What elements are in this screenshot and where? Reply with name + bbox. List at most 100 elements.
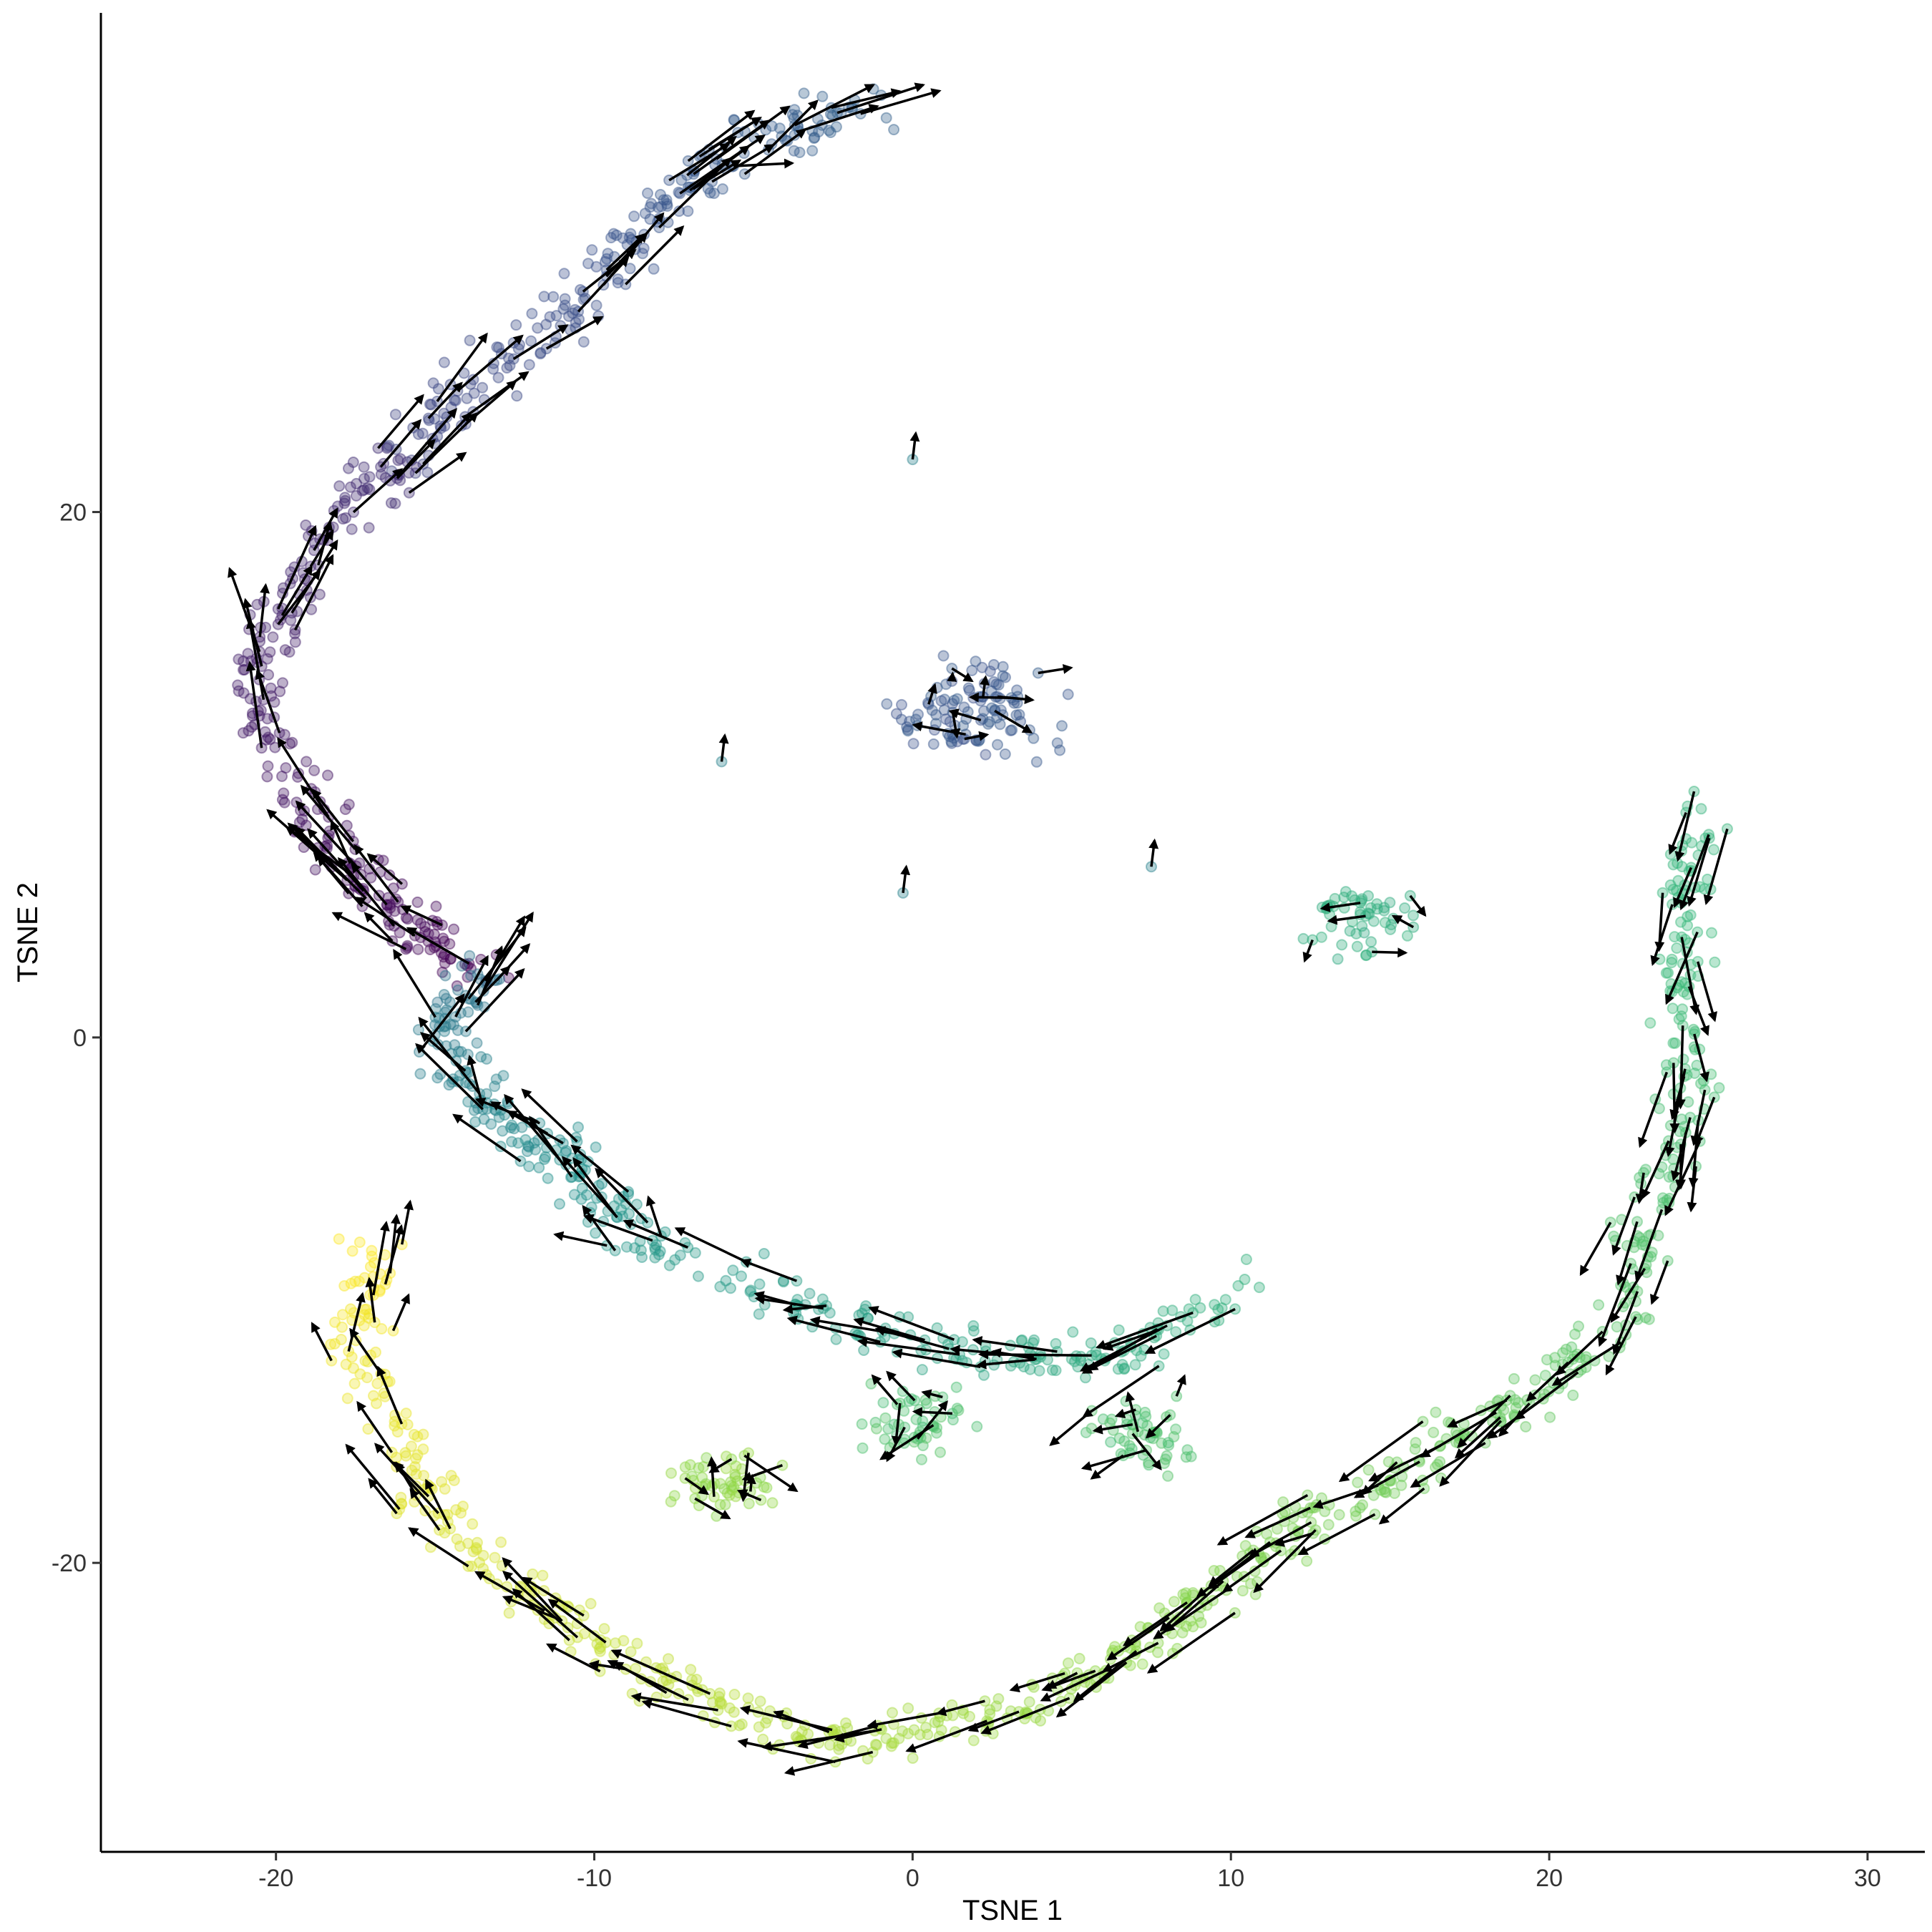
data-point: [1168, 1596, 1180, 1608]
velocity-arrow: [553, 1231, 608, 1247]
data-point: [445, 1470, 457, 1482]
velocity-arrow: [900, 864, 911, 894]
velocity-arrow: [1102, 1328, 1159, 1351]
data-point: [663, 1653, 674, 1665]
data-point: [354, 1368, 366, 1380]
data-point: [882, 1423, 894, 1435]
data-point: [489, 1080, 501, 1093]
velocity-arrow: [352, 468, 404, 514]
data-point: [444, 938, 456, 950]
velocity-arrow: [980, 1697, 1070, 1735]
data-point: [419, 921, 431, 933]
data-point: [501, 362, 513, 374]
data-point: [232, 679, 244, 691]
data-point: [951, 1402, 963, 1415]
data-point: [914, 1729, 926, 1741]
data-point: [654, 1245, 666, 1257]
velocity-arrow: [623, 1219, 688, 1249]
velocity-arrow: [784, 1750, 874, 1776]
velocity-arrow: [376, 1365, 404, 1425]
data-point: [530, 1143, 542, 1156]
data-point: [452, 1024, 464, 1036]
data-point: [668, 1490, 680, 1502]
velocity-arrow: [686, 135, 737, 177]
data-point: [510, 319, 522, 331]
data-point: [1209, 1299, 1221, 1311]
data-point: [399, 1447, 411, 1459]
data-point: [540, 318, 552, 331]
data-point: [673, 205, 686, 218]
data-point: [697, 1460, 709, 1473]
data-point: [1152, 1646, 1163, 1659]
data-point: [489, 1551, 501, 1563]
data-point: [417, 1428, 429, 1440]
data-point: [1430, 1406, 1442, 1418]
data-point: [624, 263, 636, 275]
data-point: [952, 1405, 965, 1416]
data-point: [645, 197, 658, 210]
data-point: [381, 442, 393, 454]
data-point: [1232, 1279, 1244, 1292]
data-point: [753, 1721, 765, 1733]
velocity-arrow: [694, 1497, 731, 1520]
velocity-arrow: [561, 1156, 618, 1219]
data-point: [401, 913, 414, 925]
data-point: [284, 738, 296, 750]
velocity-arrow: [365, 1277, 376, 1323]
velocity-arrow: [1353, 1460, 1420, 1498]
data-point: [957, 1707, 970, 1719]
velocity-arrow: [1680, 937, 1700, 1015]
data-point: [1340, 886, 1352, 898]
data-point: [1163, 1439, 1175, 1451]
data-point: [728, 1706, 740, 1718]
velocity-arrow: [317, 856, 350, 894]
data-point: [940, 678, 952, 691]
data-point: [1351, 940, 1363, 952]
data-point: [860, 1300, 872, 1312]
data-point: [1385, 923, 1397, 935]
data-point: [368, 1390, 379, 1402]
data-point: [833, 1740, 845, 1752]
data-point: [916, 1453, 927, 1465]
velocity-arrow: [1327, 914, 1366, 925]
data-point: [336, 1321, 348, 1333]
velocity-arrow: [921, 1389, 943, 1400]
data-point: [956, 1336, 968, 1348]
velocity-arrow: [1669, 1063, 1680, 1134]
data-point: [1566, 1341, 1578, 1353]
data-point: [333, 1233, 345, 1245]
velocity-arrow: [1391, 914, 1415, 929]
data-point: [437, 951, 449, 963]
velocity-arrow: [502, 1595, 556, 1619]
data-point: [361, 482, 374, 494]
data-point: [716, 1698, 728, 1710]
velocity-arrow: [1378, 1487, 1425, 1525]
data-point: [1379, 1486, 1391, 1498]
data-point: [716, 183, 728, 195]
data-point: [686, 1470, 698, 1483]
velocity-arrow: [997, 694, 1035, 705]
data-point: [376, 1323, 388, 1335]
data-point: [931, 1422, 943, 1434]
data-point: [725, 1476, 737, 1488]
data-point: [1706, 927, 1717, 939]
data-point: [661, 200, 673, 212]
data-point: [824, 127, 836, 138]
data-point: [1277, 1496, 1289, 1508]
data-point: [322, 769, 333, 781]
data-point: [1134, 1621, 1146, 1633]
velocity-arrow: [1368, 1444, 1441, 1482]
data-point: [346, 1245, 358, 1257]
data-point: [245, 721, 258, 733]
data-point: [462, 1537, 474, 1549]
data-point: [439, 957, 451, 970]
data-point: [871, 1423, 882, 1435]
data-point: [967, 1319, 980, 1332]
data-point: [1161, 1450, 1173, 1462]
data-point: [830, 1333, 842, 1345]
data-point: [468, 1104, 480, 1116]
data-point: [562, 310, 575, 322]
data-point: [1611, 1321, 1623, 1333]
data-point: [343, 799, 355, 811]
data-point: [917, 1440, 929, 1452]
